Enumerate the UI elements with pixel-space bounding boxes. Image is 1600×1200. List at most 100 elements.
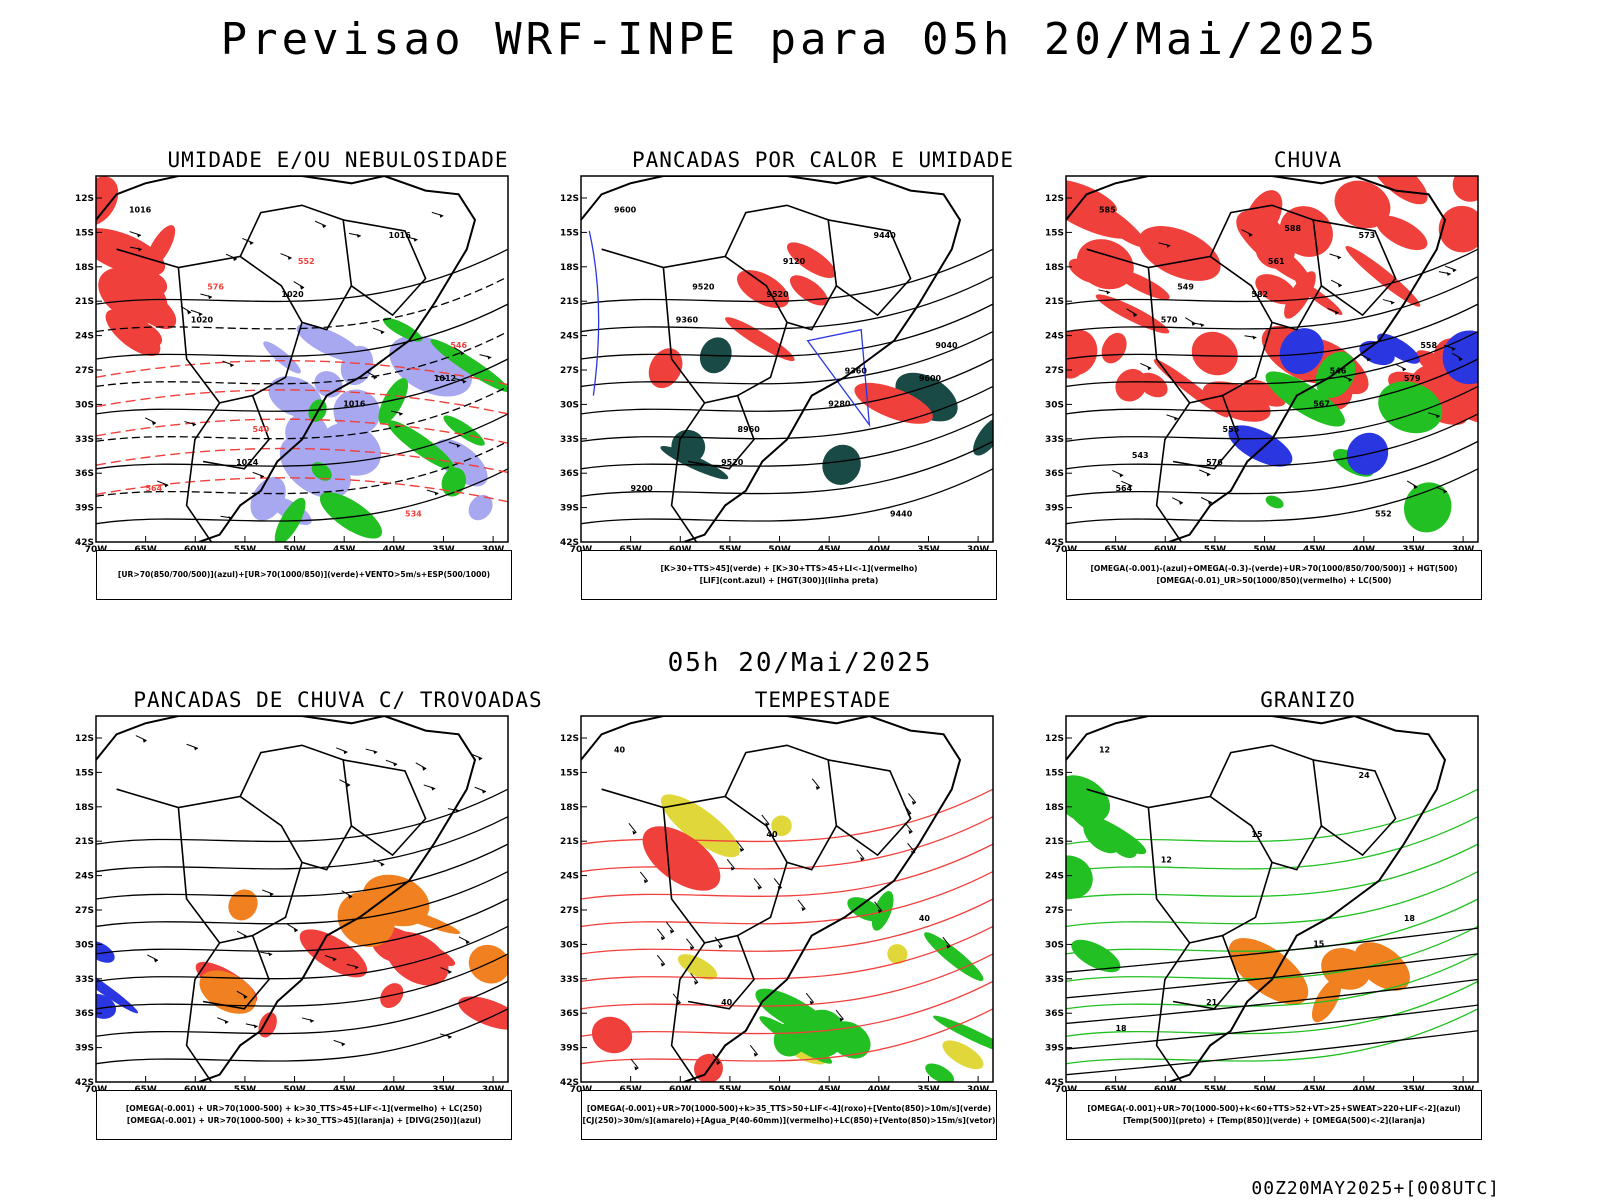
wind-arrow (835, 1009, 844, 1020)
contour-line (96, 788, 508, 845)
wind-arrow-head (465, 940, 470, 945)
wind-arrow-head (434, 491, 439, 496)
wind-arrow-head (462, 379, 467, 384)
legend-line-2: [CJ(250)>30m/s](amarelo)+[Agua_P(40-60mm… (582, 1116, 996, 1125)
lat-label: 12S (1045, 734, 1064, 744)
blue-shaded-area (96, 993, 117, 1019)
wind-arrow-head (1390, 300, 1395, 305)
contour-label: 40 (766, 830, 778, 839)
wind-arrow-head (478, 756, 483, 761)
wind-arrow (236, 990, 248, 998)
contour-label: 576 (207, 282, 224, 291)
map-granizo: 12 15 18 21 24 12 15 18 12S 15S 18S 21S 24S 27S 30S 33S… (1045, 715, 1479, 1095)
wind-arrow-head (660, 936, 665, 941)
wind-arrow-head (1128, 484, 1133, 489)
map-content: 12 15 18 21 24 12 15 18 (1066, 716, 1478, 1082)
wind-arrow-head (153, 958, 158, 963)
contour-label: 573 (1359, 231, 1376, 240)
green-shaded-area (1265, 495, 1284, 509)
wind-arrow-head (911, 800, 916, 805)
lat-label: 12S (1045, 194, 1064, 204)
wind-arrow (735, 840, 745, 851)
panel-pancadas-calor: PANCADAS POR CALOR E UMIDADE 9600 9520 960… (560, 148, 1083, 628)
contour-line (96, 925, 508, 982)
wind-arrow-head (380, 862, 385, 867)
coastline (1066, 176, 1447, 542)
green-shaded-area (1265, 371, 1345, 427)
wind-arrow (726, 859, 736, 870)
wind-arrow-head (164, 483, 169, 488)
temp500-contour (1066, 1004, 1478, 1050)
wind-arrow-head (393, 762, 398, 767)
orange-shaded-area (1354, 942, 1410, 991)
wind-arrow (811, 778, 821, 789)
blue-shaded-area (96, 941, 115, 963)
contour-label: 585 (1099, 206, 1116, 215)
contour-label: 9200 (630, 484, 653, 493)
panel-title: PANCADAS POR CALOR E UMIDADE (631, 148, 1014, 172)
wind-arrow-head (632, 830, 637, 835)
wind-arrow-head (372, 375, 377, 380)
wind-arrow-head (332, 957, 337, 962)
wind-arrow-head (309, 1018, 314, 1023)
wind-arrow-head (413, 237, 418, 242)
red-shaded-area (105, 309, 161, 357)
legend-line-2: [LIF](cont.azul) + [HGT(300)](linha pret… (699, 576, 879, 585)
contour-label: 9600 (614, 206, 637, 215)
lat-label: 27S (75, 366, 94, 376)
contour-label: 18 (1115, 1024, 1127, 1033)
state-border (724, 204, 838, 331)
contour-line (581, 953, 993, 1010)
wind-arrow (339, 779, 351, 786)
wind-arrow (630, 1058, 639, 1069)
lat-label: 15S (75, 768, 94, 778)
coastline (96, 176, 477, 542)
contour-line (1066, 980, 1478, 1037)
green-shaded-area (1315, 351, 1356, 399)
wind-arrow (753, 878, 762, 889)
wind-arrow-head (1446, 271, 1451, 276)
temp500-contour (1066, 978, 1478, 1025)
map-content (96, 716, 508, 1082)
contour-label: 564 (1115, 484, 1132, 493)
wind-arrow (341, 890, 353, 898)
contour-line (581, 980, 993, 1037)
contour-line (96, 330, 508, 388)
lif-contour-blue (588, 230, 600, 396)
contour-label: 576 (1206, 458, 1223, 467)
wind-arrow (690, 973, 699, 984)
contour-label: 8960 (738, 425, 761, 434)
wind-arrow-head (439, 213, 444, 218)
contour-label: 9520 (721, 458, 744, 467)
red-shaded-area (1243, 379, 1286, 407)
wind-arrow-head (801, 907, 806, 912)
legend-line-2: [OMEGA(-0.001) + UR>70(1000-500) + k>30_… (126, 1116, 482, 1125)
legend-box: [OMEGA(-0.001)+UR>70(1000-500)+k>35_TTS>… (581, 1090, 997, 1140)
contour-label: 1016 (343, 400, 366, 409)
contour-line (581, 440, 993, 497)
contour-label: 1016 (129, 206, 152, 215)
state-border (185, 942, 221, 1082)
wind-arrow-head (1337, 283, 1342, 288)
wind-arrow-head (1452, 268, 1457, 273)
lat-label: 39S (1045, 1044, 1064, 1054)
state-border (828, 759, 912, 857)
lat-label: 24S (1045, 872, 1064, 882)
contour-line (581, 468, 993, 525)
wind-arrow-head (1337, 255, 1342, 260)
contour-line (96, 468, 508, 525)
lat-label: 33S (560, 435, 579, 445)
map-content: 9600 9520 9600 9520 9440 9360 9280 9200 9120 9040… (581, 176, 993, 542)
contour-label: 543 (1132, 451, 1149, 460)
map-frame (95, 175, 509, 543)
temp500-contour (1066, 1030, 1478, 1076)
legend-line-1: [K>30+TTS>45](verde) + [K>30+TTS>45+LI<-… (660, 564, 918, 573)
lat-label: 30S (75, 940, 94, 950)
contour-label: 12 (1099, 746, 1110, 755)
wind-arrow-head (643, 879, 648, 884)
lat-label: 42S (1045, 1078, 1064, 1088)
wind-arrow-head (1334, 310, 1339, 315)
wind-arrow (797, 899, 806, 910)
state-border (177, 807, 270, 1010)
contour-label: 588 (1284, 224, 1301, 233)
